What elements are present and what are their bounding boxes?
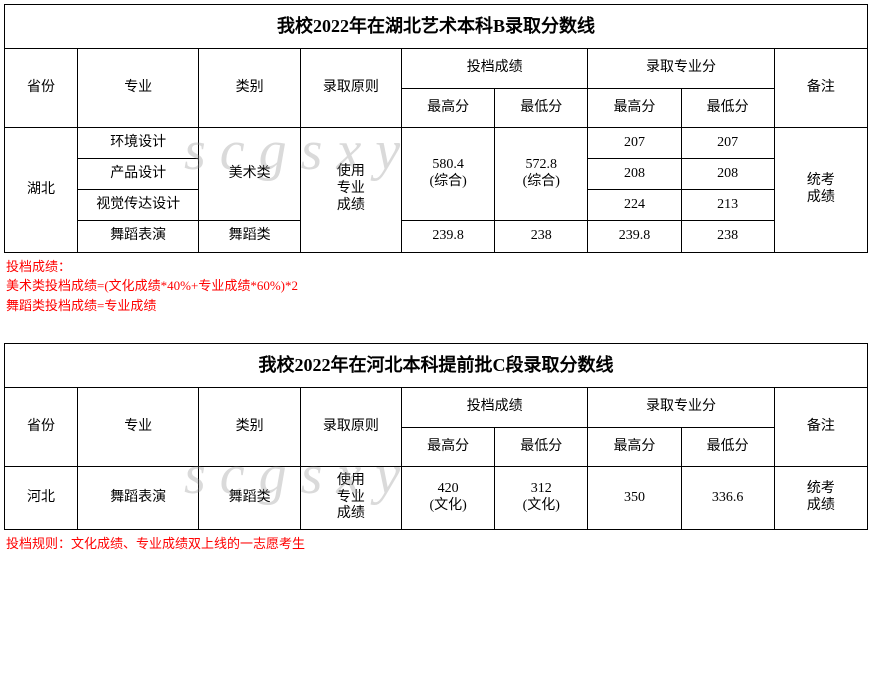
hdr-category: 类别: [199, 49, 300, 127]
t1-r2-promax: 208: [588, 158, 681, 189]
t1-note-l3: 舞蹈类投档成绩=专业成绩: [6, 296, 866, 316]
t1-dance-pmin: 238: [681, 221, 774, 252]
t2-hdr-pmax: 最高分: [588, 427, 681, 466]
t1-r3-promax: 224: [588, 190, 681, 221]
t1-r2-major: 产品设计: [77, 158, 199, 189]
t2-hdr-province: 省份: [5, 388, 78, 466]
t2-major: 舞蹈表演: [77, 466, 199, 529]
t1-note-l1: 投档成绩：: [6, 257, 866, 277]
t1-dance-fmax: 239.8: [402, 221, 495, 252]
t2-note: 投档规则：文化成绩、专业成绩双上线的一志愿考生: [4, 530, 868, 554]
t2-remark: 统考成绩: [774, 466, 867, 529]
t2-hdr-rule: 录取原则: [300, 388, 401, 466]
t2-hdr-pro-group: 录取专业分: [588, 388, 774, 427]
t1-filing-art-max: 580.4(综合): [402, 127, 495, 221]
t2-hdr-filing-group: 投档成绩: [402, 388, 588, 427]
hdr-filing-max: 最高分: [402, 88, 495, 127]
t2-fmax: 420(文化): [402, 466, 495, 529]
t2-hdr-fmax: 最高分: [402, 427, 495, 466]
hdr-province: 省份: [5, 49, 78, 127]
t1-dance-pmax: 239.8: [588, 221, 681, 252]
t1-note-l2: 美术类投档成绩=(文化成绩*40%+专业成绩*60%)*2: [6, 276, 866, 296]
t2-pmax: 350: [588, 466, 681, 529]
hdr-rule: 录取原则: [300, 49, 401, 127]
t2-province: 河北: [5, 466, 78, 529]
table2-title: 我校2022年在河北本科提前批C段录取分数线: [5, 344, 868, 388]
hdr-pro-max: 最高分: [588, 88, 681, 127]
t2-pmin: 336.6: [681, 466, 774, 529]
t1-remark: 统考成绩: [774, 127, 867, 252]
hdr-pro-min: 最低分: [681, 88, 774, 127]
table1-block: scgsxy 我校2022年在湖北艺术本科B录取分数线 省份 专业 类别 录取原…: [4, 4, 868, 315]
t2-rule: 使用专业成绩: [300, 466, 401, 529]
table1-title: 我校2022年在湖北艺术本科B录取分数线: [5, 5, 868, 49]
t2-category: 舞蹈类: [199, 466, 300, 529]
t1-r2-promin: 208: [681, 158, 774, 189]
table2-block: scgsxy 我校2022年在河北本科提前批C段录取分数线 省份 专业 类别 录…: [4, 343, 868, 554]
t2-hdr-remark: 备注: [774, 388, 867, 466]
hdr-pro-group: 录取专业分: [588, 49, 774, 88]
t2-hdr-pmin: 最低分: [681, 427, 774, 466]
hdr-filing-min: 最低分: [495, 88, 588, 127]
t1-r1-promax: 207: [588, 127, 681, 158]
hdr-remark: 备注: [774, 49, 867, 127]
t1-art-category: 美术类: [199, 127, 300, 221]
t2-hdr-fmin: 最低分: [495, 427, 588, 466]
hdr-filing-group: 投档成绩: [402, 49, 588, 88]
t1-filing-art-min: 572.8(综合): [495, 127, 588, 221]
t1-dance-fmin: 238: [495, 221, 588, 252]
t1-r1-promin: 207: [681, 127, 774, 158]
t1-r3-promin: 213: [681, 190, 774, 221]
t1-dance-major: 舞蹈表演: [77, 221, 199, 252]
t1-r1-major: 环境设计: [77, 127, 199, 158]
t1-dance-category: 舞蹈类: [199, 221, 300, 252]
t1-note: 投档成绩： 美术类投档成绩=(文化成绩*40%+专业成绩*60%)*2 舞蹈类投…: [4, 253, 868, 316]
table1: 我校2022年在湖北艺术本科B录取分数线 省份 专业 类别 录取原则 投档成绩 …: [4, 4, 868, 253]
t1-rule: 使用专业成绩: [300, 127, 401, 252]
t2-hdr-category: 类别: [199, 388, 300, 466]
t1-r3-major: 视觉传达设计: [77, 190, 199, 221]
t2-hdr-major: 专业: [77, 388, 199, 466]
table2: 我校2022年在河北本科提前批C段录取分数线 省份 专业 类别 录取原则 投档成…: [4, 343, 868, 530]
t2-fmin: 312(文化): [495, 466, 588, 529]
t1-province: 湖北: [5, 127, 78, 252]
hdr-major: 专业: [77, 49, 199, 127]
